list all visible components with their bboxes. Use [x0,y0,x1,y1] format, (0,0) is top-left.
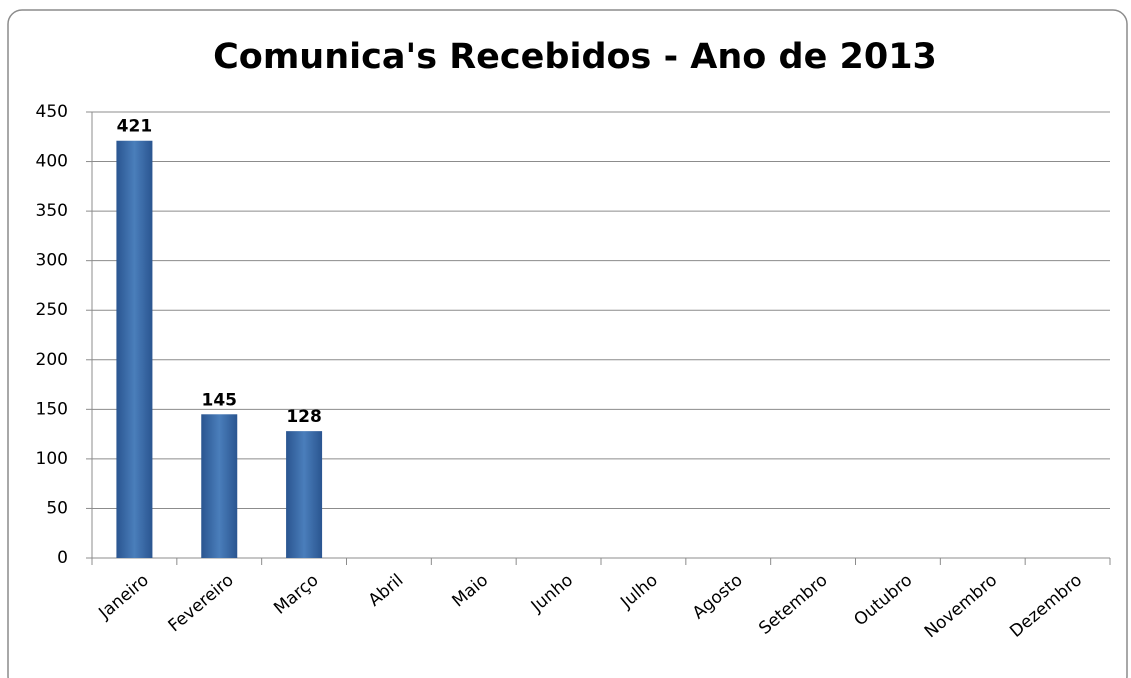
data-label: 145 [202,390,238,410]
y-tick-label: 200 [36,350,68,370]
y-tick-label: 0 [57,548,68,568]
y-tick-label: 100 [36,449,68,469]
data-label: 421 [117,117,153,137]
chart-title: Comunica's Recebidos - Ano de 2013 [213,37,937,77]
data-label: 128 [286,407,322,427]
bar [286,431,323,558]
y-tick-label: 150 [36,399,68,419]
y-tick-label: 450 [36,102,68,122]
y-tick-label: 250 [36,300,68,320]
y-tick-label: 400 [36,152,68,172]
y-tick-label: 50 [46,498,68,518]
bar [116,140,153,558]
y-tick-label: 300 [36,251,68,271]
y-tick-label: 350 [36,201,68,221]
bar [201,414,238,558]
